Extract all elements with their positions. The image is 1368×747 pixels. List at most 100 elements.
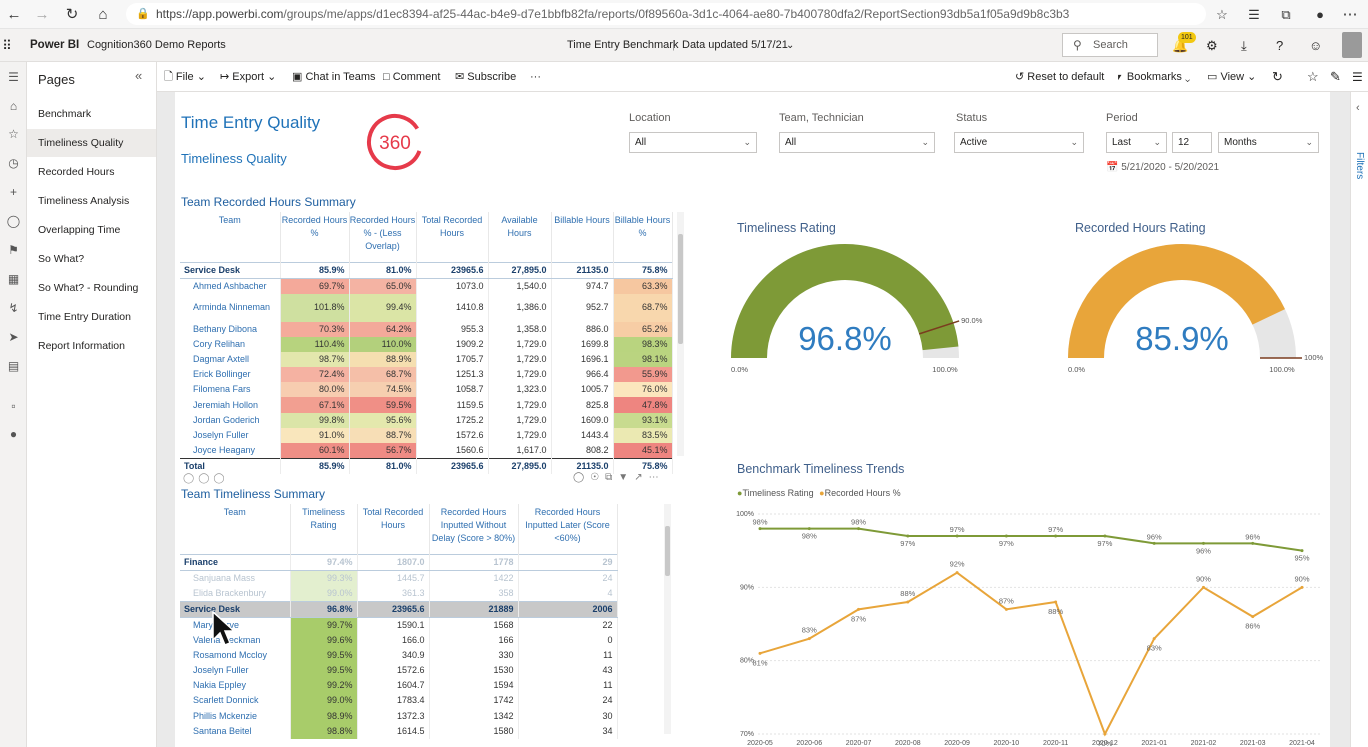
- table-cell: 1005.7: [551, 382, 614, 398]
- recent-icon[interactable]: ◷: [8, 156, 19, 170]
- period-mode-select[interactable]: Last ⌄: [1106, 132, 1167, 153]
- brand[interactable]: Power BI: [30, 39, 80, 51]
- collapse-pane-icon[interactable]: «: [135, 68, 143, 83]
- apps-icon[interactable]: ▦: [7, 272, 20, 286]
- group-row-selected[interactable]: Service Desk 96.8% 23965.6 21889 2006: [180, 600, 618, 618]
- home-nav-icon[interactable]: ⌂: [9, 99, 18, 113]
- table-row[interactable]: Cory Relihan 110.4% 110.0% 1909.2 1,729.0 169…: [180, 336, 673, 352]
- favorites-icon[interactable]: ☆: [8, 127, 19, 141]
- download-icon[interactable]: ⤓: [1241, 38, 1247, 53]
- table-row[interactable]: Rosamond Mccloy 99.5% 340.9 330 11: [180, 647, 618, 663]
- collections-icon[interactable]: ⧉: [1281, 7, 1291, 22]
- table-row[interactable]: Finance 97.4% 1807.0 1778 29: [180, 553, 618, 571]
- drill-controls[interactable]: ◯◯◯: [183, 473, 229, 484]
- home-icon[interactable]: ⌂: [98, 6, 108, 23]
- page-item[interactable]: Benchmark: [38, 108, 92, 120]
- browser-menu-icon[interactable]: ⋯: [1342, 6, 1358, 23]
- page-item[interactable]: Timeliness Analysis: [38, 195, 130, 207]
- edit-icon[interactable]: ✎: [1330, 69, 1341, 84]
- table-row[interactable]: Jordan Goderich 99.8% 95.6% 1725.2 1,729.0 16…: [180, 412, 673, 428]
- deployment-icon[interactable]: ➤: [8, 330, 19, 344]
- table-row[interactable]: Bethany Dibona 70.3% 64.2% 955.3 1,358.0 886.…: [180, 321, 673, 337]
- page-item[interactable]: Recorded Hours: [38, 166, 115, 178]
- reset-button[interactable]: ↺ Reset to default: [1015, 71, 1105, 83]
- search-input[interactable]: ⚲ Search: [1062, 33, 1158, 57]
- my-workspace-icon[interactable]: ●: [9, 427, 18, 441]
- chevron-down-icon[interactable]: ⌄: [786, 40, 795, 51]
- table-row[interactable]: Elida Brackenbury 99.0% 361.3 358 4: [180, 585, 618, 601]
- favorites-list-icon[interactable]: ☰: [1248, 7, 1260, 22]
- page-item[interactable]: So What?: [38, 253, 85, 265]
- location-filter[interactable]: All ⌄: [629, 132, 757, 153]
- workspaces-icon[interactable]: ▫: [11, 399, 16, 413]
- table-cell: 1,729.0: [488, 397, 552, 413]
- view-menu[interactable]: ▭ View ⌄: [1207, 71, 1257, 83]
- gear-icon[interactable]: ⚙: [1206, 38, 1218, 53]
- table-cell: 2006: [518, 600, 618, 618]
- page-item[interactable]: So What? - Rounding: [38, 282, 139, 294]
- datasets-icon[interactable]: ◯: [6, 214, 21, 228]
- bookmarks-menu[interactable]: ⎖ Bookmarks ⌄: [1115, 71, 1191, 83]
- table-row[interactable]: Erick Bollinger 72.4% 68.7% 1251.3 1,729.0 96…: [180, 367, 673, 383]
- learn-icon[interactable]: ▤: [7, 359, 20, 373]
- period-unit-select[interactable]: Months ⌄: [1218, 132, 1319, 153]
- address-bar[interactable]: 🔒 https://app.powerbi.com/groups/me/apps…: [126, 3, 1206, 25]
- data-label: 88%: [1048, 607, 1063, 616]
- export-menu[interactable]: ↦ Export ⌄: [220, 71, 277, 83]
- period-count-input[interactable]: 12: [1172, 132, 1212, 153]
- menu-icon[interactable]: ☰: [8, 70, 19, 84]
- table-cell: 24: [518, 693, 618, 709]
- total-row[interactable]: Total 85.9% 81.0% 23965.6 27,895.0 21135.0 75.…: [180, 458, 673, 474]
- page-item[interactable]: Report Information: [38, 340, 125, 352]
- file-menu[interactable]: 🗋 File ⌄: [164, 71, 206, 83]
- create-icon[interactable]: +: [9, 185, 17, 199]
- table-row[interactable]: Jeremiah Hollon 67.1% 59.5% 1159.5 1,729.0 82…: [180, 397, 673, 413]
- forward-icon[interactable]: →: [34, 6, 50, 23]
- help-icon[interactable]: ?: [1276, 38, 1284, 53]
- table-row[interactable]: Filomena Fars 80.0% 74.5% 1058.7 1,323.0 1005…: [180, 382, 673, 398]
- table-row[interactable]: Joselyn Fuller 99.5% 1572.6 1530 43: [180, 662, 618, 679]
- reload-icon[interactable]: ↻: [65, 6, 79, 23]
- table-row[interactable]: Joyce Heagany 60.1% 56.7% 1560.6 1,617.0 808.…: [180, 443, 673, 459]
- table-row[interactable]: Joselyn Fuller 91.0% 88.7% 1572.6 1,729.0 144…: [180, 427, 673, 443]
- table-row[interactable]: Ahmed Ashbacher 69.7% 65.0% 1073.0 1,540.0 97…: [180, 278, 673, 294]
- refresh-icon[interactable]: ↻: [1272, 69, 1283, 84]
- table-row[interactable]: Nakia Eppley 99.2% 1604.7 1594 11: [180, 678, 618, 694]
- workspace-name[interactable]: Cognition360 Demo Reports: [87, 39, 226, 51]
- table-row[interactable]: Scarlett Donnick 99.0% 1783.4 1742 24: [180, 693, 618, 709]
- favorite-star-icon[interactable]: ☆: [1307, 69, 1319, 84]
- page-item[interactable]: Overlapping Time: [38, 224, 121, 236]
- data-updated[interactable]: Data updated 5/17/21: [682, 39, 788, 51]
- page-item[interactable]: Timeliness Quality: [27, 129, 156, 157]
- back-icon[interactable]: ←: [6, 6, 22, 23]
- timeliness-table-scrollbar[interactable]: [664, 504, 671, 734]
- metrics-icon[interactable]: ↯: [8, 301, 19, 315]
- table-row[interactable]: Valeria Beckman 99.6% 166.0 166 0: [180, 632, 618, 648]
- filters-pane-collapsed[interactable]: ‹ Filters: [1350, 92, 1368, 747]
- table-row[interactable]: Sanjuana Mass 99.3% 1445.7 1422 24: [180, 570, 618, 586]
- team-filter[interactable]: All ⌄: [779, 132, 935, 153]
- user-avatar[interactable]: [1342, 32, 1362, 58]
- favorite-icon[interactable]: ☆: [1216, 7, 1228, 22]
- subscribe-button[interactable]: ✉ Subscribe: [455, 71, 517, 83]
- profile-avatar[interactable]: ●: [1316, 7, 1324, 22]
- table-cell: 99.0%: [290, 585, 358, 601]
- visual-header-icons[interactable]: ◯☉⧉▼↗⋯: [573, 472, 665, 483]
- hours-table-scrollbar[interactable]: [677, 212, 684, 456]
- page-item[interactable]: Time Entry Duration: [38, 311, 131, 323]
- table-row[interactable]: Santana Beitel 98.8% 1614.5 1580 34: [180, 723, 618, 739]
- status-filter[interactable]: Active ⌄: [954, 132, 1084, 153]
- app-launcher-icon[interactable]: ⠿: [2, 38, 12, 53]
- group-row[interactable]: Service Desk 85.9% 81.0% 23965.6 27,895.0 211…: [180, 261, 673, 279]
- list-icon[interactable]: ☰: [1352, 70, 1363, 84]
- table-row[interactable]: Phillis Mckenzie 98.9% 1372.3 1342 30: [180, 708, 618, 724]
- comment-button[interactable]: □ Comment: [383, 71, 441, 83]
- chat-in-teams-button[interactable]: ▣ Chat in Teams: [292, 71, 376, 83]
- expand-filters-icon[interactable]: ‹: [1356, 102, 1360, 114]
- feedback-icon[interactable]: ☺: [1309, 38, 1323, 53]
- goals-icon[interactable]: ⚑: [8, 243, 19, 257]
- table-row[interactable]: Dagmar Axtell 98.7% 88.9% 1705.7 1,729.0 1696…: [180, 351, 673, 368]
- more-options-button[interactable]: ···: [530, 71, 541, 83]
- table-row[interactable]: Arminda Ninneman 101.8% 99.4% 1410.8 1,386.0…: [180, 293, 673, 322]
